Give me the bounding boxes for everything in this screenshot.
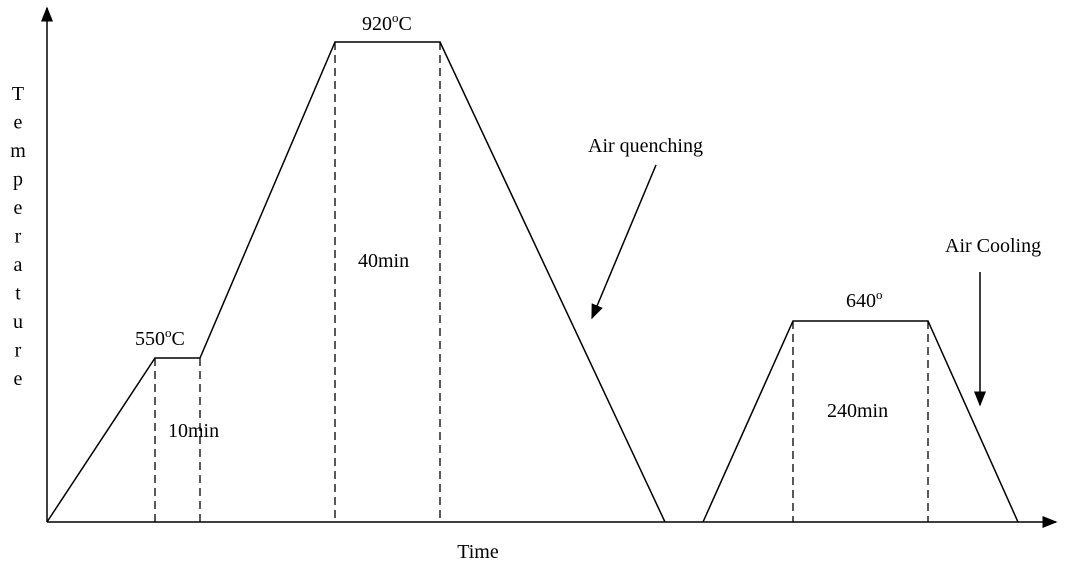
arrow — [592, 165, 656, 318]
annotation: Air quenching — [588, 135, 703, 157]
profile-line — [47, 42, 665, 522]
hold-markers — [155, 42, 928, 522]
diagram: Temperature Time 550oC 920oC 640o 10min … — [0, 0, 1066, 565]
temperature-label: 640o — [846, 287, 883, 312]
annotation: Air Cooling — [945, 235, 1041, 257]
hold-label: 40min — [358, 250, 409, 272]
x-axis-label: Time — [457, 541, 499, 563]
temperature-label: 550oC — [135, 325, 185, 350]
hold-label: 10min — [168, 420, 219, 442]
temperature-label: 920oC — [362, 10, 412, 35]
hold-label: 240min — [827, 400, 888, 422]
